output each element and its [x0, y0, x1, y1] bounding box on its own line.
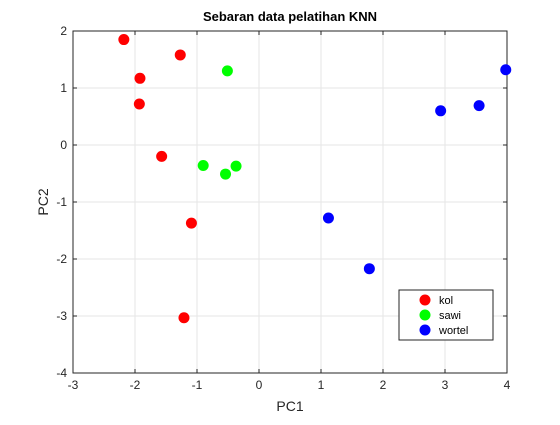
x-tick-label: -2 — [130, 378, 141, 392]
point-sawi — [220, 168, 232, 180]
y-tick-label: 2 — [60, 24, 67, 38]
point-kol — [134, 72, 146, 84]
legend: kol sawi wortel — [398, 289, 494, 341]
legend-label-kol: kol — [439, 295, 453, 307]
point-kol — [156, 150, 168, 162]
x-tick-label: 0 — [256, 378, 263, 392]
y-axis-label: PC2 — [35, 188, 51, 215]
grid-lines — [73, 31, 507, 373]
point-kol — [185, 217, 197, 229]
x-tick-label: 4 — [504, 378, 511, 392]
point-kol — [178, 312, 190, 324]
point-sawi — [221, 65, 233, 77]
y-tick-label: 1 — [60, 81, 67, 95]
x-tick-label: 3 — [442, 378, 449, 392]
chart-title: Sebaran data pelatihan KNN — [203, 9, 377, 24]
legend-marker-kol — [419, 294, 431, 306]
y-tick-label: -1 — [56, 195, 67, 209]
x-tick-label: 2 — [380, 378, 387, 392]
point-kol — [133, 98, 145, 110]
point-kol — [118, 34, 130, 46]
x-tick-label: 1 — [318, 378, 325, 392]
point-wortel — [363, 263, 375, 275]
legend-label-wortel: wortel — [438, 325, 468, 337]
legend-marker-sawi — [419, 309, 431, 321]
point-wortel — [322, 212, 334, 224]
point-sawi — [230, 160, 242, 172]
y-tick-label: 0 — [60, 138, 67, 152]
x-axis-label: PC1 — [276, 398, 303, 414]
legend-box — [398, 289, 494, 341]
point-wortel — [473, 100, 485, 112]
data-points — [118, 34, 512, 324]
point-wortel — [435, 105, 447, 117]
point-kol — [174, 49, 186, 61]
y-tick-label: -4 — [56, 366, 67, 380]
legend-marker-wortel — [419, 324, 431, 336]
point-wortel — [500, 64, 512, 76]
x-tick-label: -1 — [192, 378, 203, 392]
point-sawi — [197, 160, 209, 172]
legend-label-sawi: sawi — [439, 310, 461, 322]
x-tick-label: -3 — [68, 378, 79, 392]
y-tick-label: -3 — [56, 309, 67, 323]
y-tick-label: -2 — [56, 252, 67, 266]
